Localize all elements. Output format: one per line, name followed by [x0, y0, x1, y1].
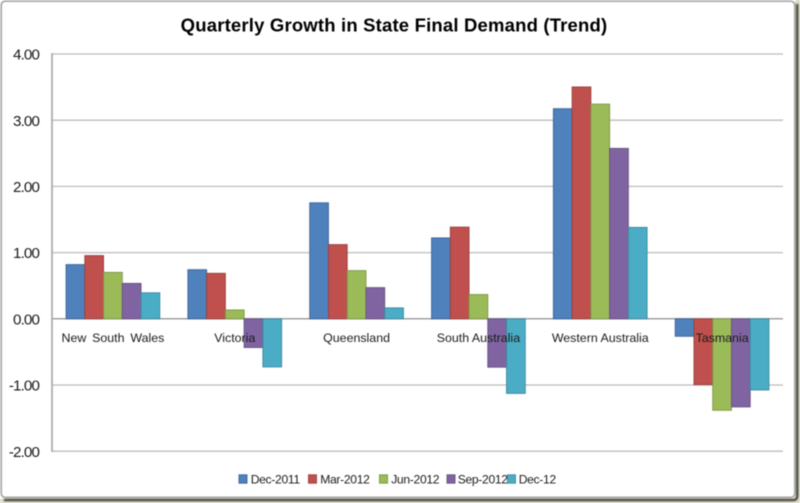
- svg-text:Tasmania: Tasmania: [696, 331, 749, 345]
- svg-text:Quarterly Growth in State Fina: Quarterly Growth in State Final Demand (…: [181, 15, 608, 36]
- svg-text:Victoria: Victoria: [214, 331, 255, 345]
- svg-text:New South Wales: New South Wales: [62, 331, 165, 345]
- svg-text:-2.00: -2.00: [9, 444, 40, 461]
- svg-text:Dec-12: Dec-12: [519, 473, 557, 487]
- svg-text:Western Australia: Western Australia: [552, 331, 649, 345]
- svg-text:South Australia: South Australia: [437, 331, 520, 345]
- svg-text:2.00: 2.00: [13, 179, 39, 196]
- svg-text:0.00: 0.00: [13, 311, 39, 328]
- svg-text:Queensland: Queensland: [323, 331, 390, 345]
- svg-text:Dec-2011: Dec-2011: [251, 473, 301, 487]
- svg-text:3.00: 3.00: [13, 113, 39, 130]
- svg-text:Jun-2012: Jun-2012: [391, 473, 440, 487]
- svg-text:4.00: 4.00: [13, 47, 39, 64]
- svg-text:Mar-2012: Mar-2012: [320, 473, 370, 487]
- svg-text:1.00: 1.00: [13, 245, 39, 262]
- svg-text:Sep-2012: Sep-2012: [458, 473, 509, 487]
- svg-text:-1.00: -1.00: [9, 378, 40, 395]
